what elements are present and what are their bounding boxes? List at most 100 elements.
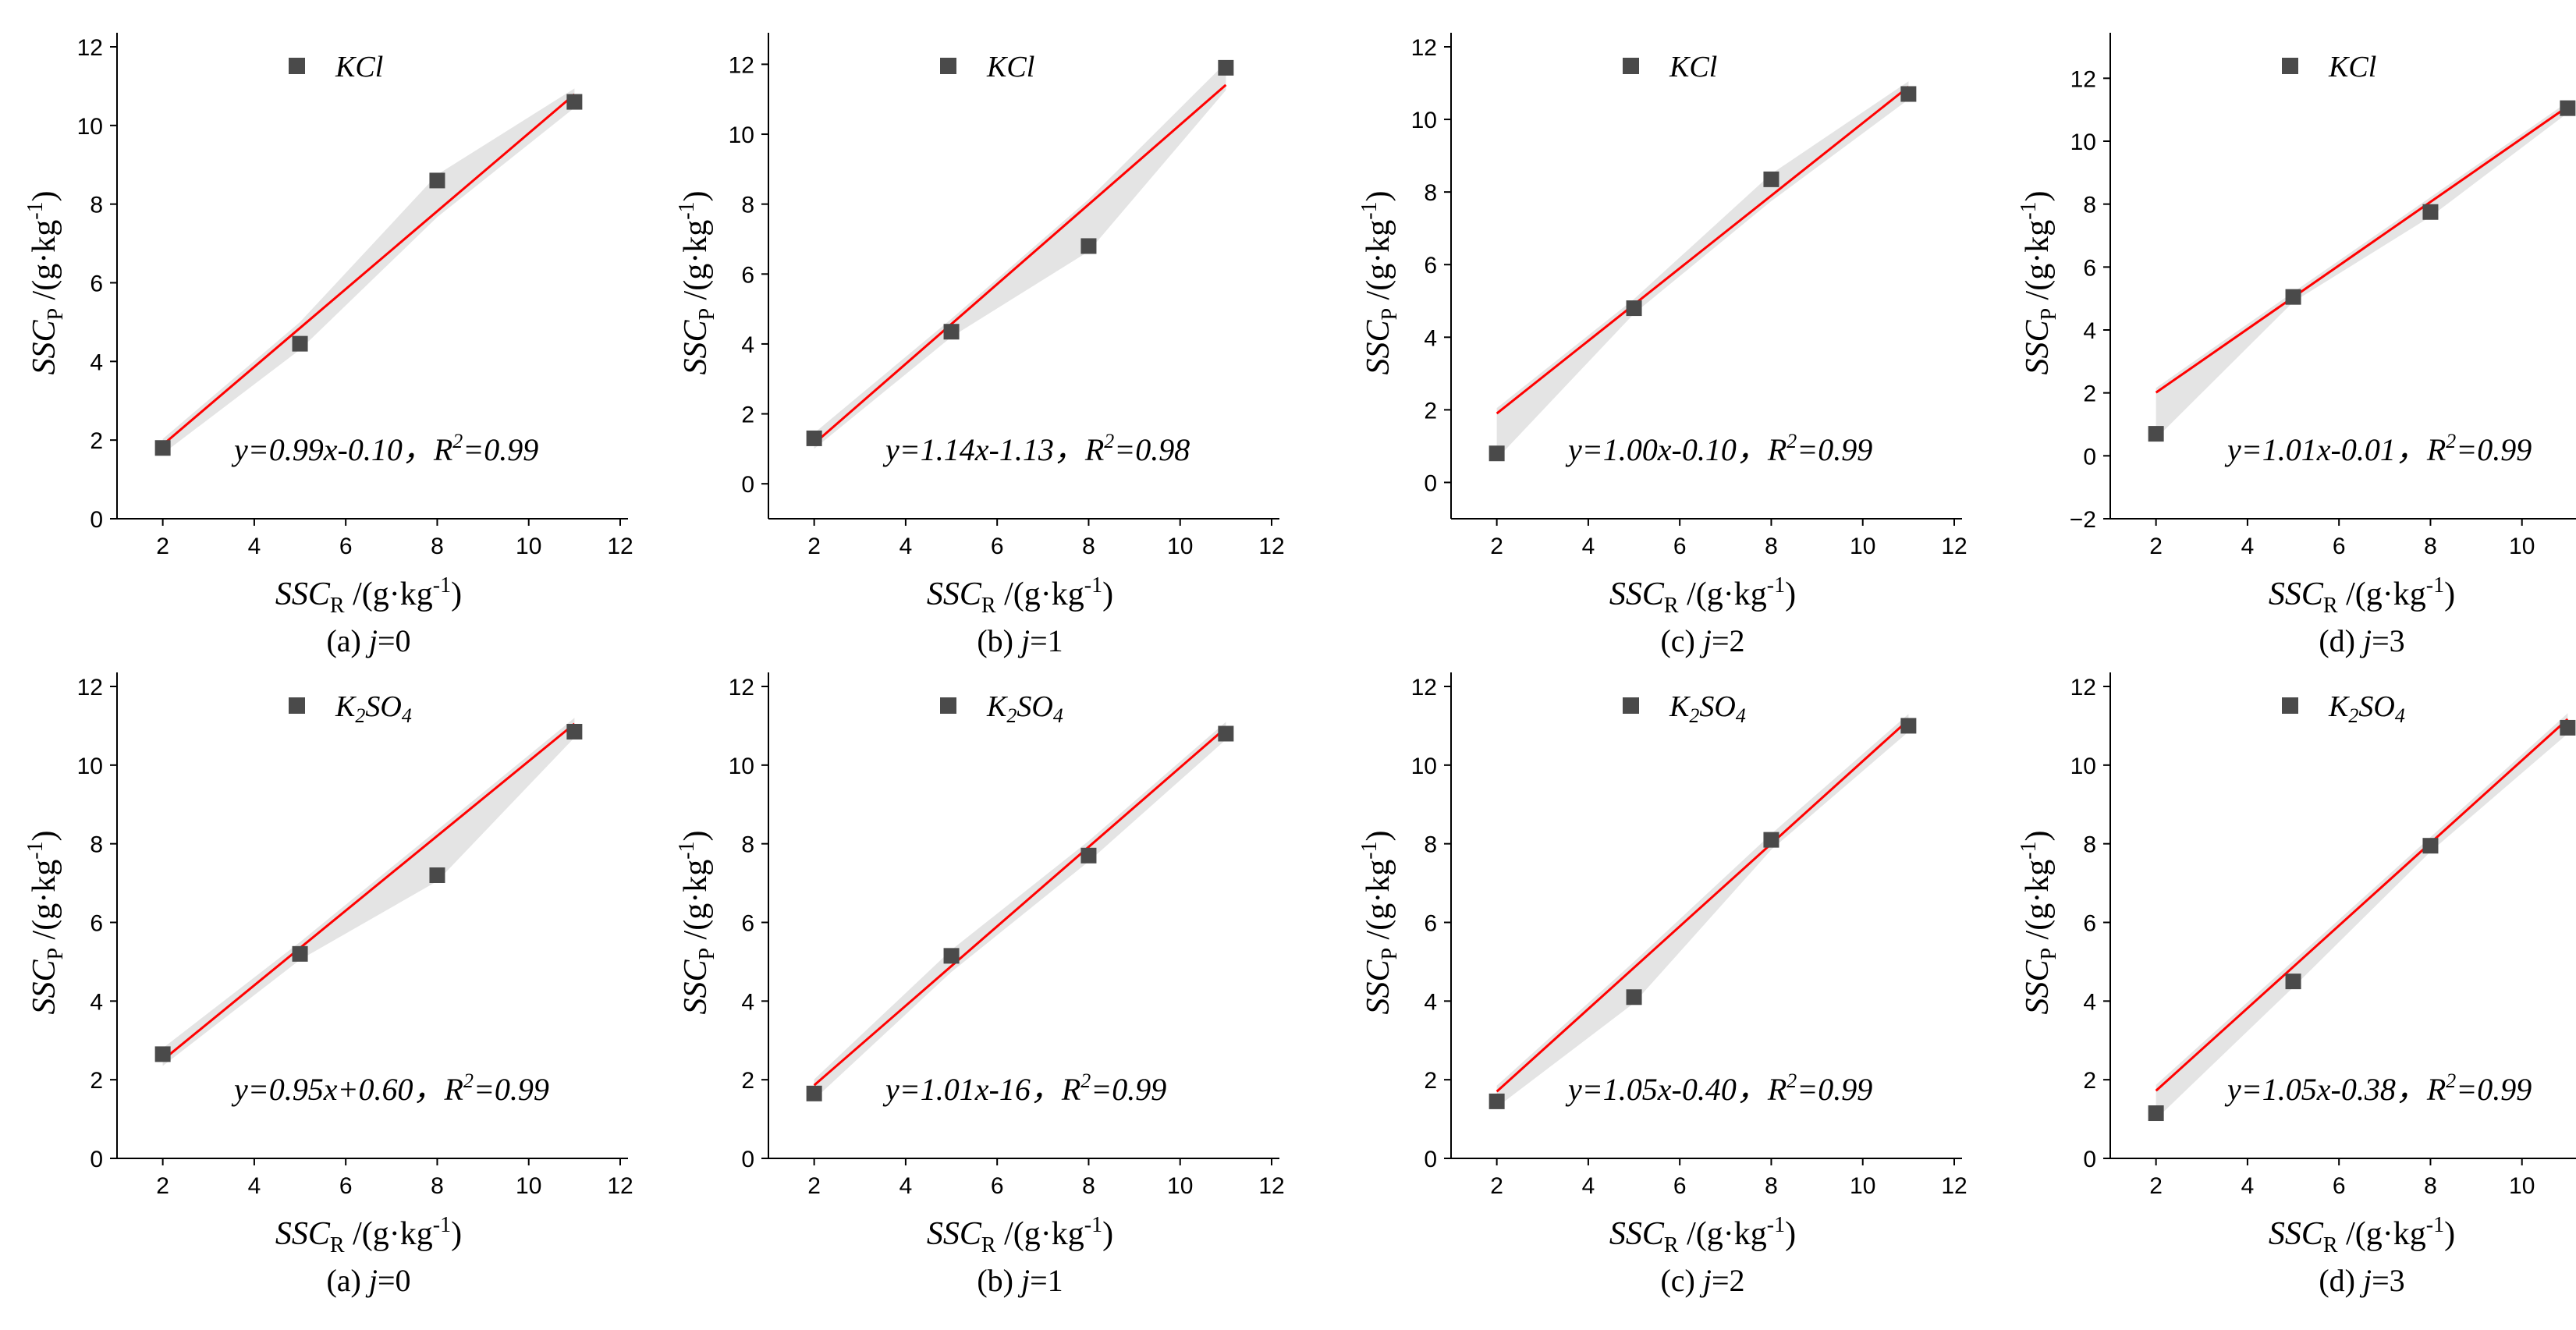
legend-marker bbox=[2282, 697, 2298, 714]
chart-panel-4: 24681012−2024681012KCly=1.01x-0.01，R2=0.… bbox=[2017, 33, 2576, 658]
y-tick-label: 0 bbox=[90, 1147, 103, 1172]
x-tick-label: 4 bbox=[2241, 534, 2255, 559]
regression-equation: y=1.01x-0.01，R2=0.99 bbox=[2224, 430, 2532, 467]
x-tick-label: 4 bbox=[248, 1173, 261, 1199]
x-tick-label: 10 bbox=[1850, 534, 1875, 559]
y-tick-label: 12 bbox=[1411, 35, 1437, 61]
data-point bbox=[2422, 204, 2439, 220]
x-tick-label: 4 bbox=[248, 534, 261, 559]
data-point bbox=[2560, 719, 2576, 736]
x-tick-label: 8 bbox=[431, 1173, 444, 1199]
x-tick-label: 6 bbox=[991, 1173, 1004, 1199]
x-tick-label: 10 bbox=[1850, 1173, 1875, 1199]
x-tick-label: 6 bbox=[1673, 534, 1687, 559]
data-point bbox=[1626, 989, 1642, 1005]
y-tick-label: 12 bbox=[1411, 675, 1437, 700]
y-tick-label: 10 bbox=[77, 754, 103, 779]
y-tick-label: 0 bbox=[90, 507, 103, 533]
legend-marker bbox=[940, 58, 956, 74]
y-tick-label: 6 bbox=[90, 911, 103, 937]
chart-panel-1: 2 4 6 8 10 12 0 2 4 6 8 10 12 KCl y=0.99x-0.10，R2=0.99… bbox=[23, 33, 633, 658]
y-tick-label: 12 bbox=[2070, 675, 2096, 700]
fit-line bbox=[2155, 105, 2569, 394]
y-tick-label: 0 bbox=[741, 1147, 754, 1172]
x-axis-title: SSCR /(g·kg-1) bbox=[1609, 573, 1796, 618]
x-axis-title: SSCR /(g·kg-1) bbox=[275, 573, 462, 618]
x-tick-label: 12 bbox=[1258, 534, 1284, 559]
panel-caption: (a) j=0 bbox=[326, 1263, 410, 1298]
legend-label: KCl bbox=[986, 51, 1034, 83]
y-tick-label: 10 bbox=[2070, 754, 2096, 779]
data-point bbox=[1080, 238, 1097, 254]
x-tick-label: 6 bbox=[991, 534, 1004, 559]
y-tick-label: 6 bbox=[1424, 253, 1437, 278]
y-tick-label: 8 bbox=[1424, 832, 1437, 858]
y-tick-label: 0 bbox=[2083, 1147, 2096, 1172]
fit-line bbox=[2155, 718, 2569, 1092]
legend-label: KCl bbox=[1669, 51, 1717, 83]
y-tick-label: 6 bbox=[90, 271, 103, 297]
x-tick-label: 2 bbox=[1490, 534, 1503, 559]
y-tick-label: 12 bbox=[77, 35, 103, 61]
y-tick-label: 6 bbox=[2083, 255, 2096, 281]
panel-caption: (a) j=0 bbox=[326, 623, 410, 658]
y-tick-label: 2 bbox=[2083, 1068, 2096, 1094]
data-point bbox=[2422, 838, 2439, 854]
legend-marker bbox=[2282, 58, 2298, 74]
y-tick-label: 8 bbox=[2083, 832, 2096, 858]
data-point bbox=[2285, 289, 2301, 305]
x-tick-label: 6 bbox=[1673, 1173, 1687, 1199]
y-tick-label: 4 bbox=[90, 989, 103, 1015]
x-tick-label: 10 bbox=[1167, 534, 1193, 559]
data-point bbox=[1488, 1093, 1505, 1109]
data-point bbox=[429, 172, 445, 189]
y-axis-title: SSCP /(g·kg-1) bbox=[1357, 830, 1402, 1014]
y-tick-label: 6 bbox=[2083, 911, 2096, 937]
y-tick-label: 0 bbox=[2083, 444, 2096, 470]
fit-line bbox=[813, 83, 1227, 445]
data-point bbox=[1900, 86, 1917, 102]
data-point bbox=[2285, 974, 2301, 990]
legend-label: KCl bbox=[2328, 51, 2376, 83]
data-point bbox=[2560, 100, 2576, 116]
y-axis-title: SSCP /(g·kg-1) bbox=[2017, 830, 2061, 1014]
y-tick-label: 4 bbox=[90, 349, 103, 375]
panel-caption: (b) j=1 bbox=[977, 623, 1063, 658]
chart-panel-3: 2 4 6 8 10 12 0 2 4 6 8 10 12 KCl y=1.00x-0.10，R2=0.99… bbox=[1357, 33, 1967, 658]
x-tick-label: 8 bbox=[2424, 1173, 2437, 1199]
regression-equation: y=1.05x-0.40，R2=0.99 bbox=[1565, 1069, 1872, 1107]
data-point bbox=[806, 1085, 822, 1101]
x-tick-label: 12 bbox=[1258, 1173, 1284, 1199]
data-point bbox=[154, 440, 171, 456]
data-point bbox=[1626, 300, 1642, 317]
regression-equation: y=0.95x+0.60，R2=0.99 bbox=[231, 1069, 549, 1107]
x-axis-title: SSCR /(g·kg-1) bbox=[275, 1213, 462, 1257]
legend-label: K2SO4 bbox=[335, 690, 412, 727]
y-tick-label: 8 bbox=[741, 193, 754, 218]
x-tick-label: 8 bbox=[1765, 1173, 1778, 1199]
y-axis-title: SSCP /(g·kg-1) bbox=[2017, 190, 2061, 374]
y-tick-label: 4 bbox=[2083, 989, 2096, 1015]
data-point bbox=[292, 945, 308, 962]
x-tick-label: 8 bbox=[1082, 1173, 1095, 1199]
x-tick-label: 8 bbox=[1082, 534, 1095, 559]
x-axis-title: SSCR /(g·kg-1) bbox=[1609, 1213, 1796, 1257]
data-point bbox=[566, 723, 583, 739]
chart-panel-6: 2 4 6 8 10 12 0 2 4 6 8 10 12 K2SO4 y=1.01x-16，R2=0.99… bbox=[675, 672, 1285, 1298]
chart-panel-8: 24681012024681012K2SO4y=1.05x-0.38，R2=0.… bbox=[2017, 672, 2576, 1298]
y-axis-title: SSCP /(g·kg-1) bbox=[1357, 190, 1402, 374]
x-tick-label: 6 bbox=[2333, 534, 2346, 559]
y-tick-label: 10 bbox=[1411, 754, 1437, 779]
chart-panel-7: 2 4 6 8 10 12 0 2 4 6 8 10 12 K2SO4 y=1.05x-0.40，R2=0.… bbox=[1357, 672, 1967, 1298]
x-tick-label: 10 bbox=[516, 534, 541, 559]
data-point bbox=[1080, 847, 1097, 864]
x-tick-label: 10 bbox=[2509, 534, 2535, 559]
confidence-band bbox=[162, 88, 575, 454]
fit-line bbox=[1496, 718, 1910, 1093]
data-point bbox=[943, 324, 960, 340]
y-axis-title: SSCP /(g·kg-1) bbox=[675, 190, 719, 374]
y-tick-label: 12 bbox=[77, 675, 103, 700]
fit-line bbox=[1496, 86, 1910, 415]
x-axis-title: SSCR /(g·kg-1) bbox=[927, 1213, 1113, 1257]
y-tick-label: 12 bbox=[2070, 66, 2096, 92]
